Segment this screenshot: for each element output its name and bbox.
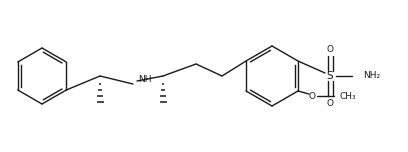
- Text: O: O: [308, 92, 315, 100]
- Text: CH₃: CH₃: [340, 92, 357, 100]
- Text: NH₂: NH₂: [363, 71, 380, 81]
- Text: O: O: [326, 45, 333, 54]
- Text: S: S: [327, 71, 333, 81]
- Text: O: O: [326, 98, 333, 107]
- Text: NH: NH: [138, 74, 151, 83]
